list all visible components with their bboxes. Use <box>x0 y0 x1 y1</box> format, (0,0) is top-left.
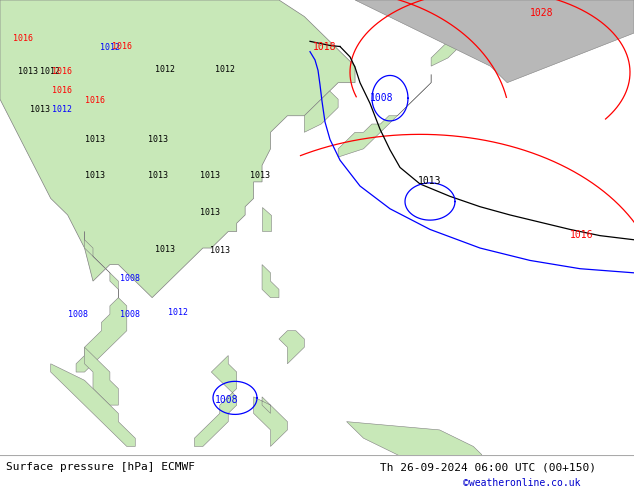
Text: 1012: 1012 <box>215 65 235 74</box>
Text: 1013: 1013 <box>155 245 175 254</box>
Polygon shape <box>262 265 279 297</box>
Text: 1013: 1013 <box>30 104 50 114</box>
Polygon shape <box>355 0 634 83</box>
Text: 1016: 1016 <box>52 86 72 95</box>
Text: 1013: 1013 <box>200 171 220 180</box>
Text: 1016: 1016 <box>13 34 33 43</box>
Polygon shape <box>0 0 355 297</box>
Polygon shape <box>304 91 338 132</box>
Polygon shape <box>84 347 119 405</box>
Text: 1012: 1012 <box>40 68 60 76</box>
Text: 1008: 1008 <box>68 310 88 319</box>
Text: 1028: 1028 <box>530 7 553 18</box>
Text: 1018: 1018 <box>313 42 337 51</box>
Text: 1012: 1012 <box>155 65 175 74</box>
Polygon shape <box>279 331 304 364</box>
Polygon shape <box>76 231 127 372</box>
Polygon shape <box>51 364 135 446</box>
Text: 1008: 1008 <box>215 395 238 405</box>
Text: 1013: 1013 <box>250 171 270 180</box>
Text: 1013: 1013 <box>18 68 38 76</box>
Polygon shape <box>338 74 431 157</box>
Text: 1013: 1013 <box>85 135 105 144</box>
Text: 1012: 1012 <box>52 104 72 114</box>
Text: 1016: 1016 <box>52 68 72 76</box>
Text: 1008: 1008 <box>370 93 394 103</box>
Text: 1013: 1013 <box>210 246 230 255</box>
Text: ©weatheronline.co.uk: ©weatheronline.co.uk <box>463 478 580 488</box>
Polygon shape <box>431 41 456 66</box>
Polygon shape <box>262 207 271 231</box>
Polygon shape <box>195 356 236 446</box>
Text: Surface pressure [hPa] ECMWF: Surface pressure [hPa] ECMWF <box>6 462 195 472</box>
Text: 1008: 1008 <box>120 274 140 283</box>
Text: 1016: 1016 <box>570 230 593 240</box>
Text: 1016: 1016 <box>85 97 105 105</box>
Text: 1008: 1008 <box>120 310 140 319</box>
Text: 1012: 1012 <box>100 43 120 51</box>
Text: Th 26-09-2024 06:00 UTC (00+150): Th 26-09-2024 06:00 UTC (00+150) <box>380 462 597 472</box>
Polygon shape <box>135 463 211 480</box>
Polygon shape <box>347 422 482 480</box>
Text: 1013: 1013 <box>148 135 168 144</box>
Text: 1013: 1013 <box>85 171 105 180</box>
Polygon shape <box>254 397 287 446</box>
Text: 1013: 1013 <box>200 208 220 217</box>
Text: 1012: 1012 <box>168 308 188 317</box>
Text: 1013: 1013 <box>418 176 441 186</box>
Text: 1016: 1016 <box>112 42 132 50</box>
Text: 1013: 1013 <box>148 171 168 180</box>
